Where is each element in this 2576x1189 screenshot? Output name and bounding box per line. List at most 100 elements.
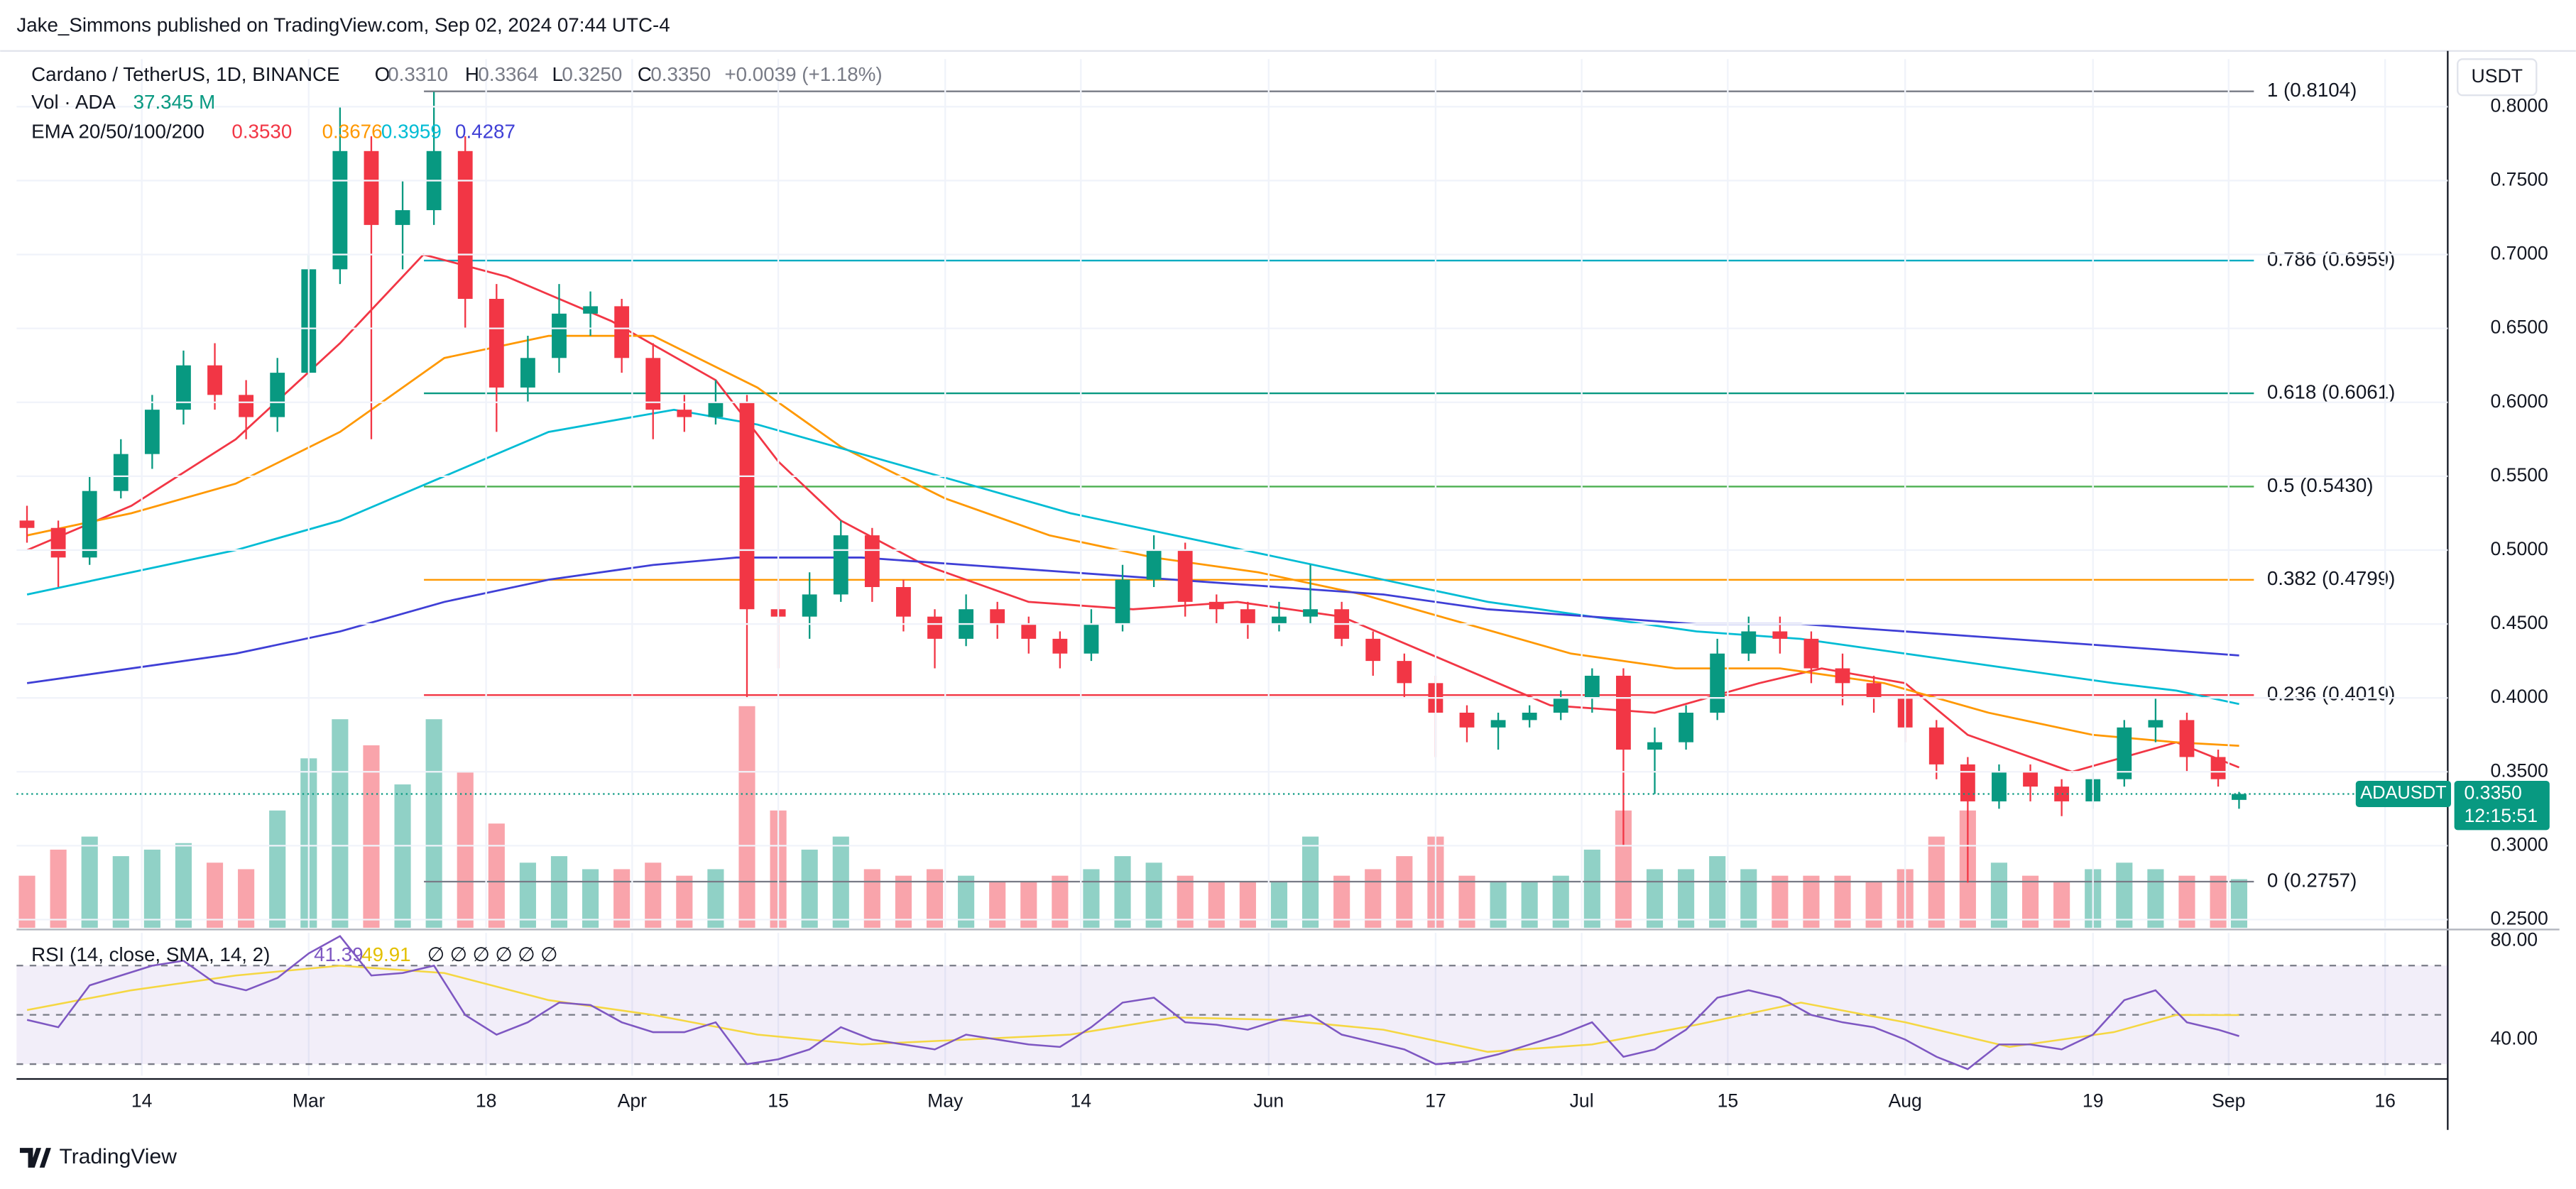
volume-bar <box>332 719 349 928</box>
candle-body <box>1647 742 1662 750</box>
candle-body <box>1616 675 1631 750</box>
candle-body <box>207 365 222 395</box>
volume-bar <box>1865 882 1882 928</box>
candle-body <box>1522 712 1537 720</box>
candle-body <box>1710 653 1725 713</box>
candle-body <box>2117 727 2132 779</box>
rsi-tick-label: 40.00 <box>2491 1027 2538 1048</box>
x-tick-label: 14 <box>131 1090 153 1111</box>
candle-body <box>395 210 410 225</box>
candle-body <box>1803 638 1819 669</box>
x-tick-label: Jul <box>1570 1090 1594 1111</box>
candle-body <box>1303 609 1318 617</box>
volume-bar <box>1208 882 1225 928</box>
fib-label: 0.5 (0.5430) <box>2267 474 2374 496</box>
volume-bar <box>1145 862 1162 928</box>
volume-bar <box>206 862 224 928</box>
candle-body <box>1741 631 1757 654</box>
volume-bar <box>1552 875 1569 928</box>
candle-body <box>82 491 97 558</box>
volume-bar <box>1177 875 1194 928</box>
y-tick-label: 0.3500 <box>2491 760 2548 781</box>
candle-body <box>677 410 692 417</box>
candle-body <box>1553 698 1568 713</box>
candle-body <box>1490 720 1506 728</box>
x-tick-label: 17 <box>1425 1090 1446 1111</box>
ohlc-name: H <box>465 63 479 85</box>
fib-label: 0 (0.2757) <box>2267 869 2357 891</box>
ohlc-name: C <box>638 63 652 85</box>
y-tick-label: 0.8000 <box>2491 94 2548 116</box>
ohlc-value: 0.3350 <box>650 63 711 85</box>
x-tick-label: 15 <box>1718 1090 1739 1111</box>
volume-bar <box>1490 882 1507 928</box>
volume-bar <box>363 745 380 928</box>
volume-bar <box>1270 882 1288 928</box>
volume-bar <box>613 869 631 928</box>
candle-body <box>1272 616 1287 625</box>
ohlc-name: O <box>375 63 391 85</box>
candle-body <box>1208 601 1224 610</box>
ohlc-value: 0.3310 <box>388 63 448 85</box>
candle-body <box>739 402 755 610</box>
candle-body <box>614 306 630 358</box>
ohlc-value: 0.3250 <box>562 63 622 85</box>
ema-value: 0.3530 <box>231 121 292 143</box>
volume-bar <box>488 823 505 928</box>
candle-body <box>1115 579 1130 625</box>
volume-bar <box>926 869 944 928</box>
volume-bar <box>425 719 442 928</box>
x-tick-label: Mar <box>293 1090 325 1111</box>
candle-body <box>583 306 598 314</box>
volume-bar <box>238 869 255 928</box>
candle-body <box>19 520 35 528</box>
volume-bar <box>1114 856 1131 928</box>
ema-value: 0.3959 <box>381 121 442 143</box>
volume-bar <box>1583 849 1600 928</box>
candle-body <box>1397 661 1412 684</box>
price-pane: 1 (0.8104) 0.786 (0.6959) 0.618 (0.6061) 0.… <box>18 79 2395 928</box>
candle-body <box>2054 787 2070 801</box>
x-tick-label: 15 <box>768 1090 789 1111</box>
candle-body <box>1772 631 1788 639</box>
x-tick-label: Aug <box>1889 1090 1922 1111</box>
candle-body <box>1584 675 1600 698</box>
y-tick-label: 0.6000 <box>2491 390 2548 412</box>
volume-bar <box>1615 810 1632 928</box>
volume-bar <box>1239 882 1256 928</box>
price-tag-timer: 12:15:51 <box>2464 805 2538 826</box>
volume-bar <box>269 810 286 928</box>
candle-body <box>1021 624 1037 639</box>
fib-label: 0.236 (0.4019) <box>2267 683 2396 705</box>
y-tick-label: 0.5500 <box>2491 464 2548 486</box>
volume-bar <box>958 875 975 928</box>
price-tag-value: 0.3350 <box>2464 782 2521 804</box>
rsi-flags: ∅ ∅ ∅ ∅ ∅ ∅ <box>427 943 558 965</box>
candle-body <box>1084 624 1099 654</box>
volume-bar <box>1740 869 1757 928</box>
volume-bar <box>2210 875 2227 928</box>
fib-label: 0.786 (0.6959) <box>2267 248 2396 270</box>
candle-body <box>489 299 504 388</box>
candle-body <box>520 358 535 388</box>
candle-body <box>2232 794 2247 800</box>
published-line: Jake_Simmons published on TradingView.co… <box>16 13 670 35</box>
volume-bar <box>707 869 724 928</box>
x-tick-label: 16 <box>2374 1090 2396 1111</box>
candle-body <box>896 587 911 617</box>
candle-body <box>1679 712 1694 743</box>
volume-bar <box>738 706 755 928</box>
x-tick-label: Jun <box>1253 1090 1284 1111</box>
volume-bar <box>801 849 818 928</box>
volume-bar <box>519 862 536 928</box>
volume-bar <box>175 843 192 928</box>
volume-bar <box>582 869 599 928</box>
y-tick-label: 0.5000 <box>2491 538 2548 559</box>
currency-box[interactable] <box>2457 58 2538 97</box>
volume-bar <box>2147 869 2164 928</box>
candle-body <box>1992 772 2007 801</box>
volume-bar <box>1990 862 2008 928</box>
y-tick-label: 0.2500 <box>2491 908 2548 929</box>
ema-name: EMA 20/50/100/200 <box>31 121 204 143</box>
candle-body <box>645 358 661 410</box>
